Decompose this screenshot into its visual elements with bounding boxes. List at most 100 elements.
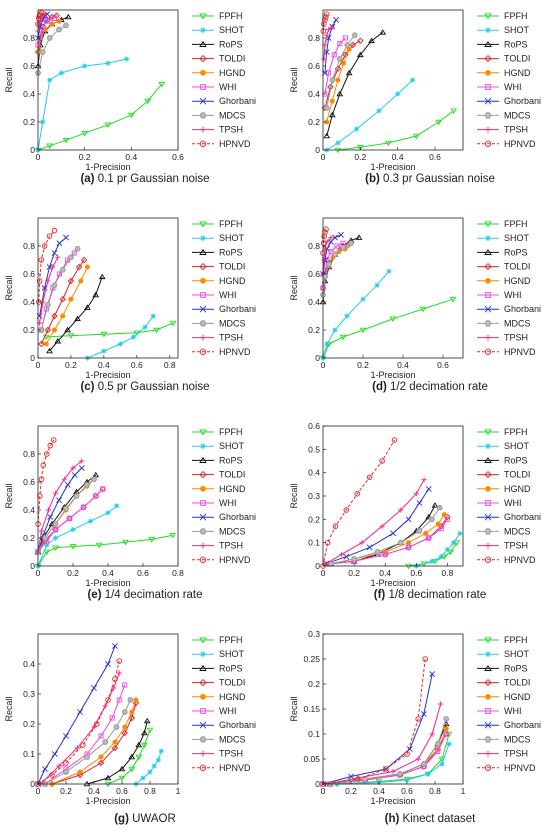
data-point-shot (438, 554, 444, 560)
data-point-tpsh (328, 235, 334, 241)
data-point-hpnvd (105, 697, 111, 703)
data-point-whi (328, 249, 334, 255)
data-point-ghorbani (343, 553, 350, 560)
data-point-rops (345, 69, 353, 76)
data-point-fpfh (389, 316, 397, 322)
data-point-hgnd (406, 540, 412, 546)
y-tick-label: 0.4 (23, 89, 35, 99)
caption-text: 1/8 decimation rate (388, 589, 486, 601)
data-point-tpsh (70, 465, 76, 471)
y-axis-label: Recall (289, 67, 299, 92)
data-point-rops (92, 291, 100, 298)
data-point-whi (66, 515, 73, 521)
chart-panel-d: 0 0.2 0.4 0.6 0 0.2 0.4 0.6 0.8 1-Precision Recall… (289, 217, 541, 393)
legend-label-hpnvd: HPNVD (504, 555, 536, 565)
data-point-hgnd (68, 296, 74, 302)
legend-label-tpsh: TPSH (219, 125, 243, 135)
data-point-hgnd (112, 739, 118, 745)
legend-marker-rops (484, 40, 492, 47)
data-point-hpnvd (36, 278, 43, 284)
data-point-hpnvd (49, 772, 55, 778)
legend-marker-rops (484, 664, 492, 671)
plot-frame (37, 9, 179, 151)
data-point-mdcs (51, 282, 58, 288)
legend-marker-ghorbani (484, 721, 492, 729)
legend: FPFH SHOT RoPS TOLDI HGND WHI Ghorbani MDCS TPSH… (192, 11, 256, 149)
legend-marker-mdcs (199, 736, 207, 743)
legend-marker-ghorbani (199, 513, 207, 521)
data-point-hgnd (51, 327, 58, 333)
panel-caption: (b) 0.3 pr Gaussian noise (365, 173, 495, 185)
data-point-hpnvd (36, 493, 43, 499)
legend-label-mdcs: MDCS (219, 318, 246, 328)
data-point-hgnd (441, 512, 447, 518)
y-tick-label: 0 (30, 353, 35, 363)
legend-label-fpfh: FPFH (219, 427, 243, 437)
data-point-ghorbani (63, 733, 69, 739)
x-tick-label: 0.8 (144, 786, 156, 796)
data-point-shot (158, 748, 164, 754)
data-point-mdcs (113, 724, 120, 730)
x-tick-label: 0.2 (67, 568, 79, 578)
y-tick-label: 0.6 (23, 61, 35, 71)
data-point-hpnvd (379, 458, 385, 464)
data-point-whi (71, 250, 77, 256)
data-point-shot (155, 757, 161, 763)
legend-label-whi: WHI (219, 290, 237, 300)
series-line-toldi (51, 702, 137, 785)
x-tick-label: 1 (461, 786, 466, 796)
data-point-shot (147, 769, 153, 775)
legend-label-hpnvd: HPNVD (504, 347, 536, 357)
data-point-whi (382, 551, 388, 557)
caption-text: Kinect dataset (403, 813, 477, 825)
caption-letter: (c) (80, 381, 97, 393)
legend-marker-ghorbani (484, 513, 492, 521)
legend-marker-whi (485, 84, 491, 90)
data-point-ghorbani (338, 231, 344, 238)
panel-caption: (d) 1/2 decimation rate (372, 381, 488, 393)
caption-text: 0.1 pr Gaussian noise (98, 173, 210, 185)
legend-label-rops: RoPS (219, 247, 243, 257)
legend-label-shot: SHOT (219, 25, 245, 35)
data-point-shot (105, 510, 111, 516)
data-point-tpsh (111, 685, 117, 691)
y-tick-label: 0.5 (308, 444, 320, 454)
data-point-shot (70, 527, 76, 533)
x-tick-label: 0 (321, 786, 326, 796)
caption-letter: (a) (80, 173, 97, 185)
legend-label-tpsh: TPSH (504, 749, 528, 759)
legend-label-ghorbani: Ghorbani (219, 512, 256, 522)
data-point-ghorbani (47, 514, 54, 520)
data-point-hpnvd (43, 451, 50, 457)
panel-caption: (f) 1/8 decimation rate (374, 589, 487, 601)
data-point-tpsh (390, 768, 396, 775)
legend-label-mdcs: MDCS (219, 110, 246, 120)
data-point-fpfh (67, 333, 75, 339)
caption-letter: (b) (365, 173, 383, 185)
legend-label-tpsh: TPSH (219, 749, 243, 759)
chart-panel-h: 0 0.2 0.4 0.6 0.8 1 0 0.05 0.1 0.15 0.2 0.25 0.3 1-Pr… (289, 629, 541, 825)
data-point-mdcs (396, 771, 404, 777)
x-tick-label: 0.2 (79, 152, 91, 162)
x-tick-label: 0 (321, 568, 326, 578)
data-point-tpsh (429, 731, 435, 737)
data-point-rops (425, 513, 433, 520)
chart-panel-a: 0 0.2 0.4 0.6 0 0.2 0.4 0.6 0.8 1-Precision Recall… (4, 9, 256, 185)
legend-marker-hgnd (200, 693, 206, 700)
data-point-shot (150, 313, 156, 319)
legend-label-hgnd: HGND (219, 276, 246, 286)
x-tick-label: 0.6 (172, 152, 184, 162)
legend-label-hgnd: HGND (504, 692, 531, 702)
y-tick-label: 0.3 (23, 689, 35, 699)
x-tick-label: 0.8 (164, 360, 176, 370)
y-tick-label: 0.8 (23, 33, 35, 43)
data-point-whi (438, 526, 444, 532)
legend-marker-mdcs (199, 320, 207, 327)
data-point-shot (47, 77, 53, 83)
data-point-mdcs (67, 254, 75, 260)
data-point-tpsh (116, 670, 122, 676)
data-point-rops (328, 111, 336, 118)
x-tick-label: 0 (36, 568, 41, 578)
series-line-fpfh (37, 83, 163, 151)
data-point-tpsh (415, 756, 421, 762)
